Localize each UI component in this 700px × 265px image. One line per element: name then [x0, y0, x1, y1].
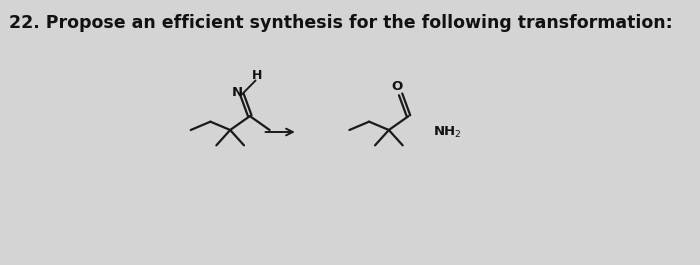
Text: NH$_2$: NH$_2$ — [433, 125, 462, 140]
Text: 22. Propose an efficient synthesis for the following transformation:: 22. Propose an efficient synthesis for t… — [9, 14, 673, 32]
Text: O: O — [392, 80, 403, 93]
Text: H: H — [252, 69, 262, 82]
Text: N: N — [232, 86, 243, 99]
